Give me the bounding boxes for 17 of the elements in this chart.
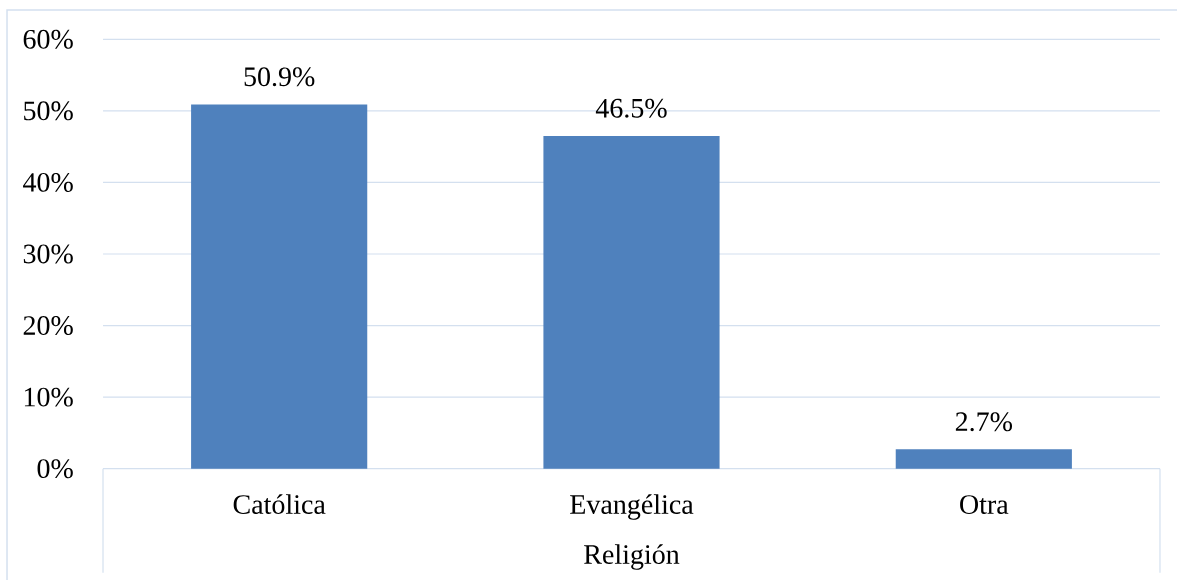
x-axis-title: Religión — [584, 544, 680, 570]
data-label: 2.7% — [955, 412, 1013, 432]
y-tick-label: 60% — [23, 29, 73, 49]
x-tick-label: Evangélica — [570, 494, 694, 520]
bar — [191, 104, 368, 469]
y-tick-label: 20% — [23, 316, 73, 336]
bar — [543, 135, 720, 469]
y-tick-label: 40% — [23, 172, 73, 192]
data-label: 46.5% — [595, 98, 667, 118]
y-tick-label: 10% — [24, 387, 73, 407]
y-tick-label: 0% — [37, 459, 73, 479]
y-tick-label: 30% — [23, 244, 73, 264]
data-label: 50.9% — [244, 67, 315, 87]
x-tick-label: Católica — [233, 494, 326, 514]
y-tick-label: 50% — [24, 101, 73, 121]
bar — [895, 449, 1072, 469]
x-tick-label: Otra — [960, 495, 1009, 514]
